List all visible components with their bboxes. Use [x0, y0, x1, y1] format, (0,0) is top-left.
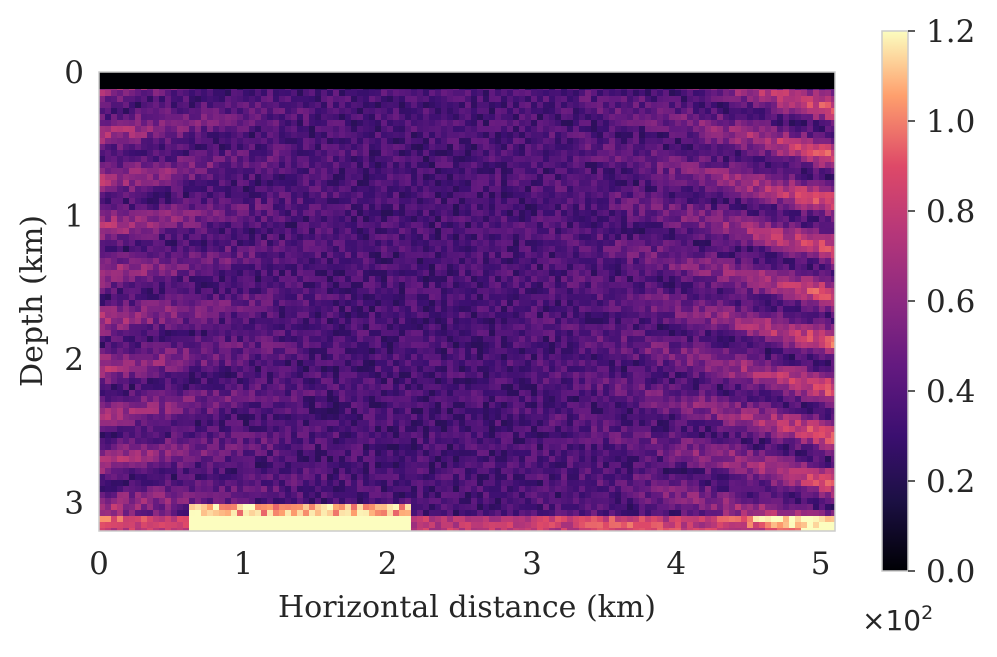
colorbar-tick-label: 0.8	[926, 194, 975, 230]
colorbar	[881, 30, 909, 572]
colorbar-multiplier-base: ×10	[862, 604, 921, 637]
x-tick-label: 0	[89, 546, 109, 582]
x-tick-label: 4	[666, 546, 686, 582]
y-tick-label: 1	[64, 198, 84, 234]
x-tick-label: 1	[233, 546, 253, 582]
y-tick-label: 2	[64, 342, 84, 378]
plot-frame	[98, 71, 836, 532]
water-layer	[99, 72, 835, 89]
colorbar-tick-label: 0.6	[926, 284, 975, 320]
colorbar-tick-label: 0.4	[926, 374, 975, 410]
y-tick-label: 3	[64, 485, 84, 521]
y-tick-label: 0	[64, 55, 84, 91]
heatmap-cells	[99, 72, 835, 531]
colorbar-multiplier: ×102	[862, 602, 933, 637]
x-tick-label: 3	[522, 546, 542, 582]
colorbar-tick-label: 0.0	[926, 554, 975, 590]
y-axis-ticks: 0 1 2 3	[64, 55, 84, 521]
x-tick-label: 5	[811, 546, 831, 582]
seismic-heatmap	[99, 72, 835, 531]
colorbar-tick-label: 0.2	[926, 464, 975, 500]
y-axis-label: Depth (km)	[15, 215, 50, 387]
x-tick-label: 2	[378, 546, 398, 582]
colorbar-tick-label: 1.2	[926, 14, 975, 50]
colorbar-multiplier-exponent: 2	[921, 602, 933, 624]
colorbar-ticks: 0.0 0.2 0.4 0.6 0.8 1.0 1.2	[908, 14, 975, 590]
colorbar-tick-label: 1.0	[926, 104, 975, 140]
x-axis-ticks: 0 1 2 3 4 5	[89, 546, 830, 582]
x-axis-label: Horizontal distance (km)	[278, 590, 656, 625]
